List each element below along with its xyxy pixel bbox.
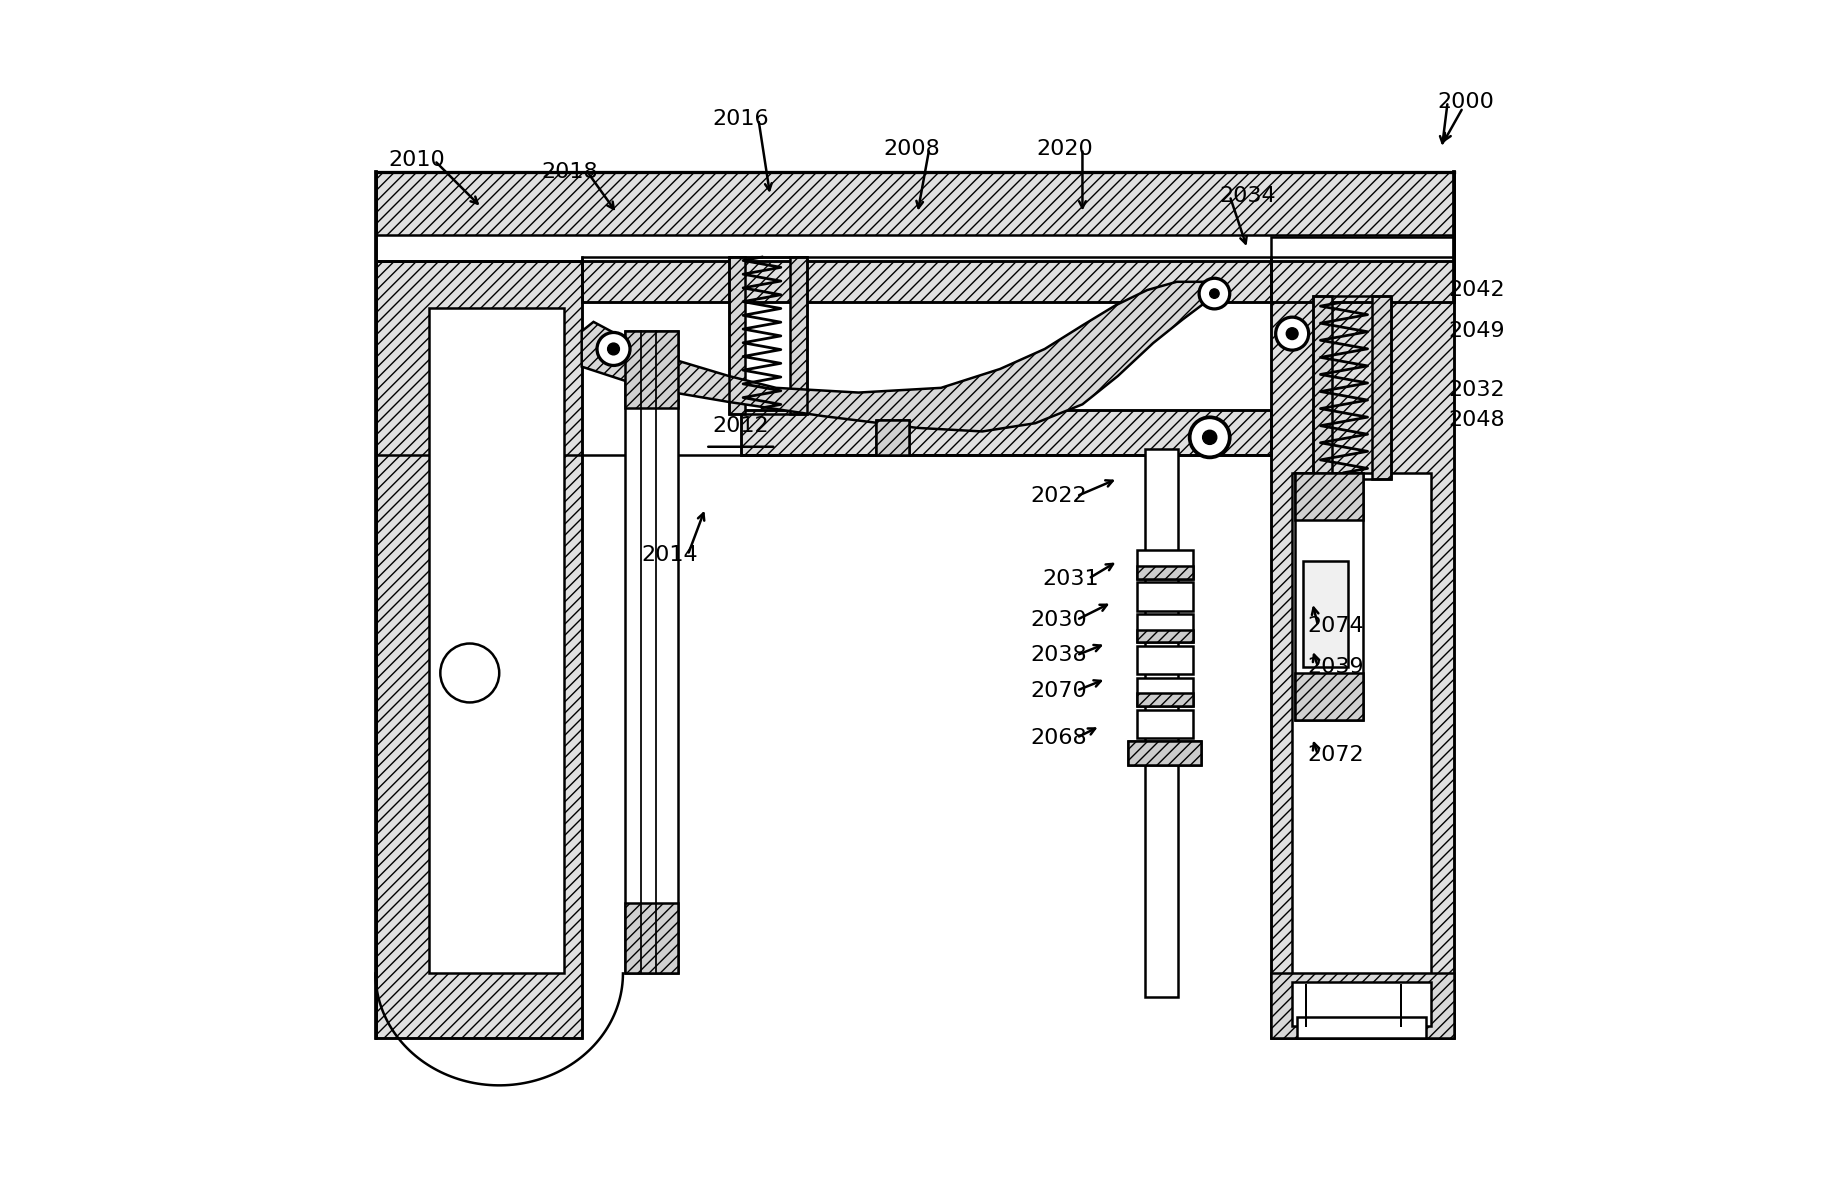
Bar	[1136, 582, 1193, 611]
Text: 2008: 2008	[883, 138, 940, 158]
Text: 2038: 2038	[1031, 645, 1086, 665]
Bar	[1314, 296, 1391, 478]
Bar	[741, 410, 1272, 455]
Bar	[1292, 981, 1431, 1026]
Text: 2010: 2010	[389, 150, 446, 170]
Bar	[626, 332, 679, 973]
Text: 2072: 2072	[1308, 745, 1363, 765]
Bar	[1272, 237, 1453, 1038]
Text: 2032: 2032	[1450, 380, 1505, 400]
Bar	[1136, 550, 1193, 579]
Text: 2030: 2030	[1031, 609, 1088, 629]
Bar	[1136, 629, 1193, 642]
Bar	[376, 172, 1453, 237]
Bar	[1136, 566, 1193, 579]
Circle shape	[1286, 328, 1297, 340]
Bar	[1292, 472, 1431, 991]
Text: 2000: 2000	[1437, 92, 1494, 111]
Bar	[1272, 257, 1453, 302]
Bar	[1294, 472, 1363, 520]
Text: 2022: 2022	[1031, 487, 1086, 507]
Text: 2020: 2020	[1037, 138, 1094, 158]
Bar	[1136, 693, 1193, 706]
Bar	[1297, 1017, 1426, 1038]
Circle shape	[1202, 430, 1217, 444]
Bar	[1136, 614, 1193, 642]
Text: 2014: 2014	[642, 546, 699, 566]
Bar	[1272, 973, 1453, 1038]
Circle shape	[1198, 279, 1229, 309]
Circle shape	[1275, 318, 1308, 350]
Bar	[626, 902, 679, 973]
Text: 2018: 2018	[541, 162, 598, 182]
Bar	[582, 257, 1272, 302]
Bar	[728, 257, 807, 413]
Text: 2042: 2042	[1450, 280, 1505, 300]
Bar	[582, 257, 1272, 302]
Bar	[877, 419, 910, 455]
Bar	[791, 257, 807, 413]
Bar	[1272, 257, 1453, 302]
Text: 2070: 2070	[1031, 680, 1088, 700]
Bar	[376, 261, 582, 1038]
Text: 2034: 2034	[1218, 185, 1275, 205]
Circle shape	[1189, 417, 1229, 457]
Bar	[1314, 296, 1332, 478]
Polygon shape	[582, 282, 1206, 431]
Bar	[741, 410, 1272, 455]
Bar	[1373, 296, 1391, 478]
Text: 2031: 2031	[1042, 569, 1099, 588]
Bar	[1294, 673, 1363, 720]
Text: 2016: 2016	[712, 109, 769, 129]
Bar	[1129, 742, 1202, 765]
Text: 2049: 2049	[1450, 321, 1505, 341]
Bar	[1303, 561, 1347, 667]
Bar	[1145, 449, 1178, 997]
Bar	[626, 332, 679, 407]
Bar	[1136, 646, 1193, 674]
Circle shape	[1209, 289, 1218, 299]
Bar	[429, 308, 563, 973]
Bar	[376, 235, 1453, 261]
Text: 2039: 2039	[1308, 657, 1363, 677]
Circle shape	[596, 333, 629, 365]
Bar	[376, 261, 582, 1038]
Bar	[728, 257, 745, 413]
Text: 2068: 2068	[1031, 727, 1086, 748]
Circle shape	[607, 342, 620, 354]
Text: 2048: 2048	[1450, 410, 1505, 430]
Bar	[1294, 472, 1363, 720]
Bar	[1129, 742, 1202, 765]
Bar	[376, 172, 1453, 237]
Bar	[1272, 237, 1453, 1038]
Bar	[1136, 710, 1193, 738]
Text: 2012: 2012	[712, 416, 769, 436]
Text: 2074: 2074	[1308, 615, 1363, 635]
Bar	[877, 419, 910, 455]
Bar	[1136, 678, 1193, 706]
